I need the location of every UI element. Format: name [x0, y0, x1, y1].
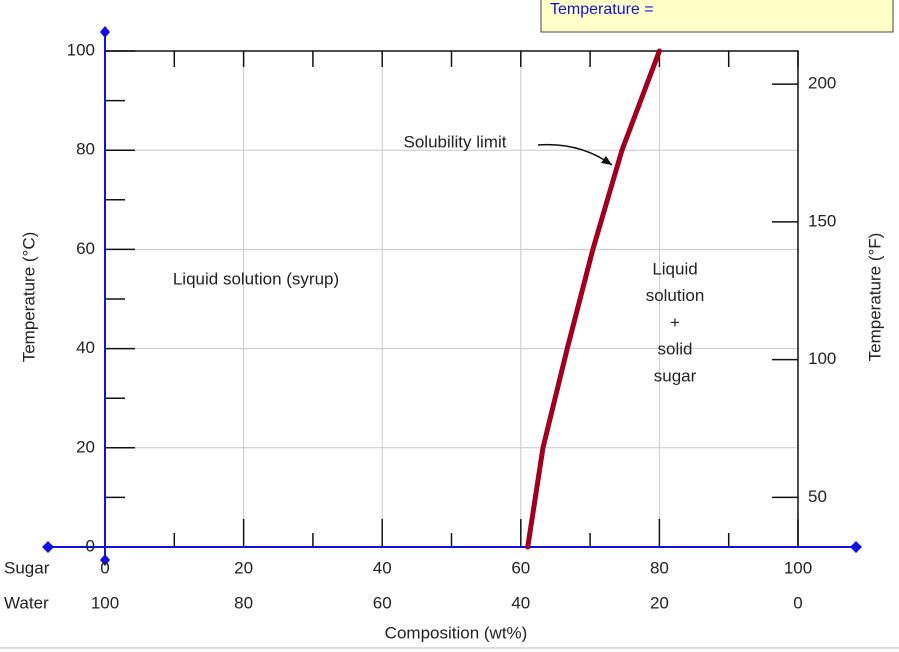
x2-tick-label: 60 [373, 593, 392, 612]
y2-tick-label: 100 [808, 349, 836, 368]
row-label: Water [4, 593, 49, 612]
x2-tick-label: 80 [234, 593, 253, 612]
x-tick-label: 80 [650, 558, 669, 577]
y-tick-label: 40 [76, 338, 95, 357]
x2-tick-label: 0 [793, 593, 802, 612]
arrow-head [601, 156, 612, 165]
x-tick-label: 20 [234, 558, 253, 577]
x-tick-label: 40 [373, 558, 392, 577]
handle[interactable] [100, 26, 110, 38]
x-axis-title: Composition (wt%) [385, 623, 528, 642]
readout-box [540, 0, 894, 33]
solubility-curve [525, 48, 662, 550]
y2-tick-label: 50 [808, 487, 827, 506]
x-tick-label: 0 [100, 558, 109, 577]
annotation: Liquid solution (syrup) [173, 269, 339, 288]
y-tick-label: 20 [76, 437, 95, 456]
y2-tick-label: 150 [808, 211, 836, 230]
y2-axis-title: Temperature (°F) [865, 233, 884, 362]
x2-tick-label: 20 [650, 593, 669, 612]
annotation: Solubility limit [404, 132, 507, 151]
annotation: solid [658, 340, 693, 359]
handle[interactable] [850, 541, 862, 553]
x-tick-label: 60 [511, 558, 530, 577]
y-tick-label: 0 [86, 536, 95, 555]
annotation: solution [646, 286, 705, 305]
row-label: Sugar [4, 558, 50, 577]
y-tick-label: 60 [76, 239, 95, 258]
readout-label: Temperature = [550, 1, 654, 18]
annotation: + [670, 313, 680, 332]
handle[interactable] [100, 554, 110, 566]
handle[interactable] [42, 541, 54, 553]
annotation: Liquid [652, 259, 697, 278]
x-tick-label: 100 [784, 558, 812, 577]
y-axis-title: Temperature (°C) [19, 232, 38, 363]
arrow [537, 143, 613, 166]
y2-tick-label: 200 [808, 74, 836, 93]
x2-tick-label: 40 [511, 593, 530, 612]
annotation: sugar [654, 366, 697, 385]
x2-tick-label: 100 [91, 593, 119, 612]
y-tick-label: 80 [76, 140, 95, 159]
y-tick-label: 100 [67, 40, 95, 59]
